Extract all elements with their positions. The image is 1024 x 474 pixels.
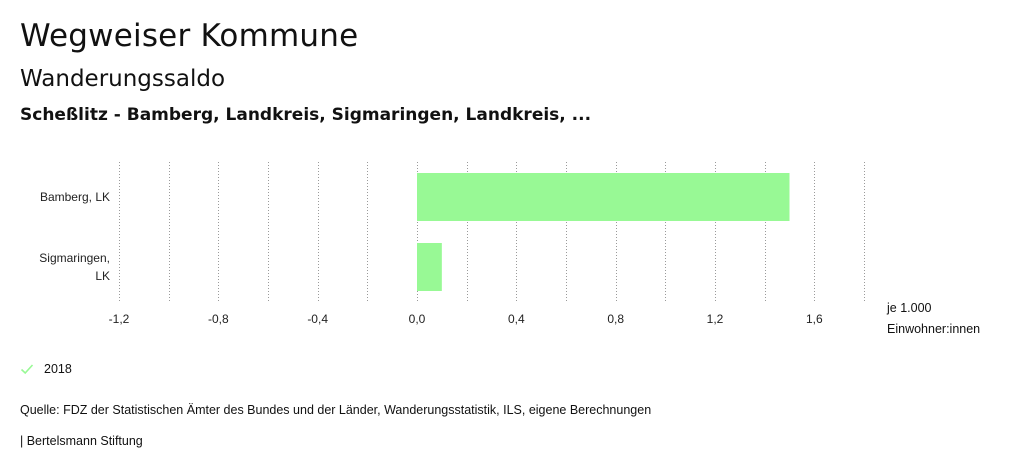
x-tick-label: 1,6	[806, 312, 823, 326]
x-tick-label: 0,4	[508, 312, 525, 326]
grid-lines	[119, 162, 865, 302]
bar[interactable]	[417, 173, 790, 221]
legend[interactable]: 2018	[20, 362, 72, 376]
x-tick-labels: -1,2 -0,8 -0,4 0,0 0,4 0,8 1,2 1,6	[109, 312, 823, 326]
unit-label: je 1.000 Einwohner:innen	[887, 298, 980, 340]
legend-label: 2018	[44, 362, 72, 376]
x-tick-label: -0,8	[208, 312, 229, 326]
x-tick-label: 0,8	[607, 312, 624, 326]
category-labels: Bamberg, LK Sigmaringen, LK	[39, 190, 110, 283]
category-label: Bamberg, LK	[40, 190, 110, 204]
source-note: Quelle: FDZ der Statistischen Ämter des …	[20, 403, 652, 417]
bar[interactable]	[417, 243, 442, 291]
x-tick-label: 0,0	[409, 312, 426, 326]
bars	[417, 173, 790, 291]
check-icon	[20, 364, 34, 375]
chart-subtitle: Wanderungssaldo	[20, 66, 226, 92]
x-tick-label: 1,2	[707, 312, 724, 326]
region-selection: Scheßlitz - Bamberg, Landkreis, Sigmarin…	[20, 105, 592, 125]
x-tick-label: -0,4	[307, 312, 328, 326]
bar-chart: Bamberg, LK Sigmaringen, LK -1,2 -0,8 -0,4 0,…	[39, 162, 865, 326]
page-title: Wegweiser Kommune	[20, 18, 359, 54]
x-tick-label: -1,2	[109, 312, 130, 326]
unit-label-line: Einwohner:innen	[887, 322, 981, 336]
unit-label-line: je 1.000	[887, 301, 932, 315]
publisher-note: | Bertelsmann Stiftung	[20, 434, 143, 448]
category-label: Sigmaringen, LK	[39, 251, 110, 283]
